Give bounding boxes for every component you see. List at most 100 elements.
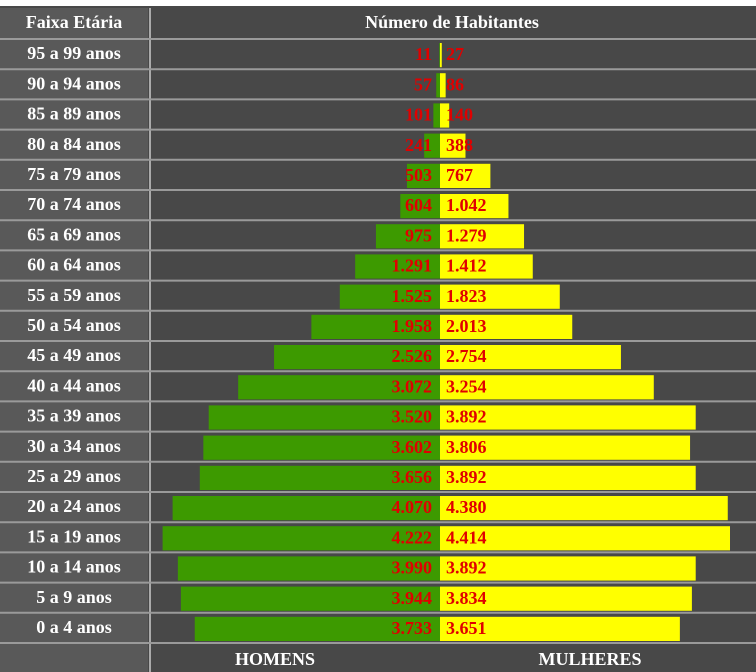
- category-label: 40 a 44 anos: [27, 375, 121, 395]
- value-label: 975: [405, 225, 432, 245]
- value-label: 3.892: [446, 558, 487, 578]
- value-label: 3.806: [446, 437, 487, 457]
- value-label: 2.754: [446, 346, 487, 366]
- value-label: 57: [414, 74, 432, 94]
- category-label: 15 a 19 anos: [27, 526, 121, 546]
- bar: [440, 405, 696, 430]
- value-label: 3.990: [392, 558, 433, 578]
- value-label: 27: [446, 44, 464, 64]
- category-header: Faixa Etária: [26, 12, 123, 32]
- category-label: 65 a 69 anos: [27, 224, 121, 244]
- value-label: 3.944: [392, 588, 433, 608]
- bar: [440, 526, 730, 551]
- bar: [424, 133, 440, 158]
- category-label: 90 a 94 anos: [27, 73, 121, 93]
- bar: [440, 586, 692, 611]
- category-label: 70 a 74 anos: [27, 194, 121, 214]
- value-label: 2.013: [446, 316, 487, 336]
- bar: [440, 133, 466, 158]
- category-label: 5 a 9 anos: [36, 587, 112, 607]
- value-label: 1.412: [446, 256, 487, 276]
- bar: [440, 616, 680, 641]
- category-label: 60 a 64 anos: [27, 255, 121, 275]
- category-label: 45 a 49 anos: [27, 345, 121, 365]
- bar: [203, 435, 440, 460]
- value-label: 4.222: [392, 527, 433, 547]
- category-label: 85 a 89 anos: [27, 104, 121, 124]
- value-label: 4.414: [446, 527, 487, 547]
- bar: [208, 405, 440, 430]
- value-label: 3.892: [446, 467, 487, 487]
- value-label: 3.656: [392, 467, 433, 487]
- bar: [194, 616, 440, 641]
- value-label: 3.733: [392, 618, 433, 638]
- bar: [440, 556, 696, 581]
- legend-label: HOMENS: [235, 649, 315, 669]
- bar: [440, 314, 573, 339]
- category-label: 0 a 4 anos: [36, 617, 112, 637]
- bar: [311, 314, 440, 339]
- bar: [440, 496, 728, 521]
- value-label: 1.958: [392, 316, 433, 336]
- category-label: 95 a 99 anos: [27, 43, 121, 63]
- category-label: 30 a 34 anos: [27, 436, 121, 456]
- bar: [440, 465, 696, 490]
- bar: [440, 375, 654, 400]
- legend-label: MULHERES: [538, 649, 641, 669]
- bar: [440, 43, 442, 68]
- value-label: 86: [446, 74, 464, 94]
- value-label: 3.602: [392, 437, 433, 457]
- bar: [162, 526, 440, 551]
- bar: [440, 73, 446, 98]
- value-label: 767: [446, 165, 473, 185]
- value-label: 101: [405, 105, 432, 125]
- value-label: 1.279: [446, 225, 487, 245]
- value-label: 3.892: [446, 407, 487, 427]
- value-label: 388: [446, 135, 473, 155]
- category-label: 50 a 54 anos: [27, 315, 121, 335]
- category-label: 10 a 14 anos: [27, 557, 121, 577]
- bar: [433, 103, 440, 128]
- bar: [172, 496, 440, 521]
- category-label: 25 a 29 anos: [27, 466, 121, 486]
- value-label: 3.072: [392, 376, 433, 396]
- bar: [375, 224, 440, 249]
- bar: [180, 586, 440, 611]
- value-label: 3.520: [392, 407, 433, 427]
- value-label: 604: [405, 195, 432, 215]
- value-label: 2.526: [392, 346, 433, 366]
- value-label: 1.525: [392, 286, 433, 306]
- value-label: 4.380: [446, 497, 487, 517]
- bar: [199, 465, 440, 490]
- value-label: 1.823: [446, 286, 487, 306]
- category-label: 80 a 84 anos: [27, 134, 121, 154]
- value-label: 4.070: [392, 497, 433, 517]
- category-label: 35 a 39 anos: [27, 406, 121, 426]
- bar: [355, 254, 440, 279]
- value-label: 140: [446, 105, 473, 125]
- bar: [274, 345, 440, 370]
- value-label: 3.834: [446, 588, 487, 608]
- bar: [339, 284, 440, 309]
- category-label: 55 a 59 anos: [27, 285, 121, 305]
- value-label: 503: [405, 165, 432, 185]
- value-label: 3.254: [446, 376, 487, 396]
- bar: [439, 43, 440, 68]
- category-label: 20 a 24 anos: [27, 496, 121, 516]
- value-label: 1.291: [392, 256, 433, 276]
- bar: [440, 194, 509, 219]
- bar: [440, 345, 621, 370]
- chart-title: Número de Habitantes: [365, 12, 539, 32]
- bar: [238, 375, 440, 400]
- bar: [406, 163, 440, 188]
- bar: [440, 284, 560, 309]
- bar: [440, 163, 491, 188]
- bar: [400, 194, 440, 219]
- bar: [440, 103, 450, 128]
- bar: [177, 556, 441, 581]
- value-label: 3.651: [446, 618, 487, 638]
- value-label: 241: [405, 135, 432, 155]
- value-label: 11: [415, 44, 432, 64]
- value-label: 1.042: [446, 195, 487, 215]
